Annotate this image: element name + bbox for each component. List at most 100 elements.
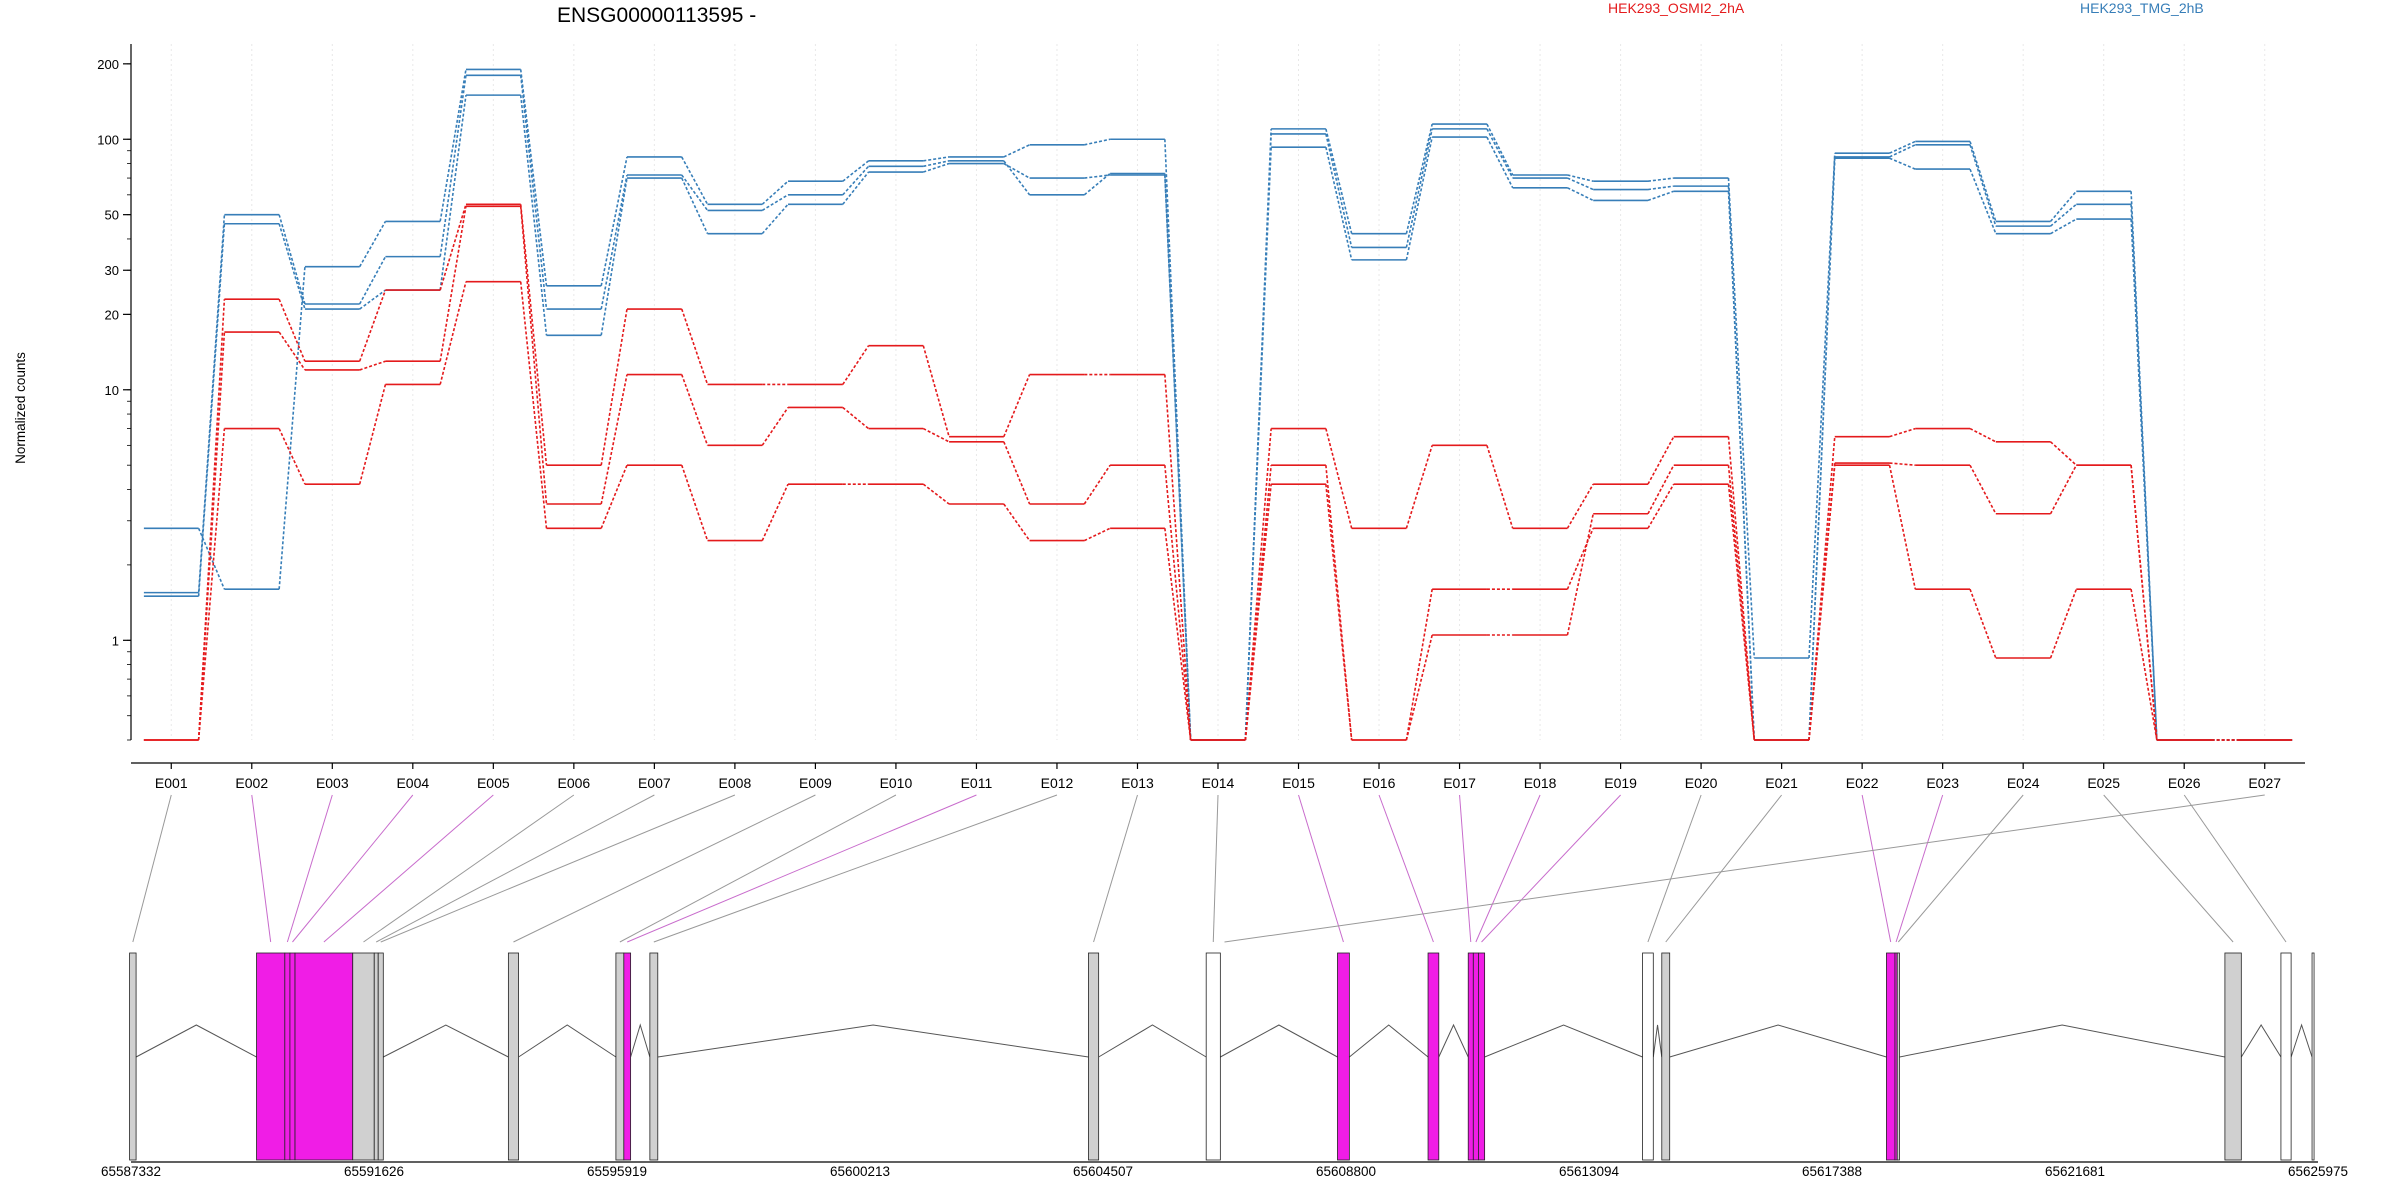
y-tick-label-100: 100 [97, 132, 119, 147]
connector-E008 [380, 794, 736, 943]
gridlines [170, 44, 2266, 740]
x-tick-label-E013: E013 [1121, 775, 1154, 791]
x-tick-label-E021: E021 [1765, 775, 1798, 791]
legend-entry-osmi2: HEK293_OSMI2_2hA [1608, 0, 1745, 16]
intron-E014 [1220, 1024, 1338, 1058]
x-tick-label-E007: E007 [638, 775, 671, 791]
series-3-link [1405, 136, 1433, 261]
series-1-link [1969, 141, 1997, 222]
series-1-link [842, 160, 870, 182]
series-6-link [1969, 588, 1997, 659]
series-3-link [278, 223, 306, 310]
series-3-link [1486, 136, 1514, 189]
exon-box-E026 [2280, 952, 2292, 1161]
series-5-link [359, 360, 386, 371]
series-6-link [1325, 484, 1353, 741]
x-tick-label-E001: E001 [155, 775, 188, 791]
exon-box-E013 [1088, 952, 1100, 1161]
series-2-link [439, 75, 467, 257]
series-1-link [2130, 191, 2158, 741]
series-2-link [519, 75, 548, 310]
series-1-link [600, 156, 628, 286]
exon-box-E007 [373, 952, 379, 1161]
connector-E016 [1378, 794, 1434, 943]
series-5-link [278, 331, 306, 371]
series-1-link [1084, 138, 1111, 146]
series-6-link [1244, 484, 1272, 741]
connector-E006 [363, 794, 575, 943]
series-3-link [1567, 187, 1594, 202]
connector-E001 [132, 794, 172, 943]
series-6-link [1566, 527, 1594, 590]
series-6-link [761, 483, 789, 541]
intron-E025 [2240, 1024, 2282, 1058]
series-1-link [1003, 144, 1030, 158]
series-4-link [1486, 445, 1514, 529]
series-4-link [278, 298, 306, 362]
x-tick-label-E009: E009 [799, 775, 832, 791]
x-tick-label-E023: E023 [1926, 775, 1959, 791]
connector-E022 [1861, 794, 1892, 943]
y-tick-label-50: 50 [105, 208, 119, 223]
x-tick-label-E025: E025 [2087, 775, 2120, 791]
connector-E027 [1224, 794, 2265, 943]
exon-box-E010 [615, 952, 625, 1161]
x-tick-label-E008: E008 [719, 775, 752, 791]
connector-E013 [1093, 794, 1138, 943]
y-tick-label-1: 1 [112, 633, 119, 648]
y-axis: 1 10 20 30 50 100 200 [97, 44, 132, 741]
x-tick-label-E017: E017 [1443, 775, 1476, 791]
x-tick-label-E020: E020 [1685, 775, 1718, 791]
connector-E002 [251, 794, 272, 943]
connector-E015 [1298, 794, 1344, 943]
connector-E004 [292, 794, 414, 943]
series-1-link [519, 69, 548, 286]
connector-E018 [1475, 794, 1541, 943]
connector-E003 [286, 794, 333, 943]
series-6-link [197, 428, 226, 741]
series-4-link [1727, 436, 1756, 741]
series-1-link [2049, 190, 2077, 222]
series-3-link [439, 95, 467, 291]
series-6-link [278, 428, 306, 485]
series-1-link [1486, 123, 1514, 176]
intron-E009 [518, 1024, 617, 1058]
y-tick-label-30: 30 [105, 263, 119, 278]
intron-E024 [1899, 1024, 2225, 1058]
series-6-link [600, 464, 628, 529]
exon-box-E027 [2311, 952, 2315, 1161]
x-tick-label-E026: E026 [2168, 775, 2201, 791]
series-4-link [922, 345, 950, 437]
series-3-link [197, 223, 226, 597]
series-4-link [1325, 428, 1353, 529]
series-3-link [359, 289, 386, 310]
exon-box-E018 [1472, 952, 1479, 1161]
intron-E019 [1484, 1024, 1643, 1058]
series-2-link [761, 194, 789, 212]
x-tick-label-E002: E002 [235, 775, 268, 791]
series-2-link [923, 160, 950, 168]
x-tick-label-E004: E004 [396, 775, 429, 791]
series-4-link [680, 308, 709, 385]
y-tick-label-200: 200 [97, 57, 119, 72]
series-6-link [358, 384, 387, 485]
series-6-link [680, 464, 709, 541]
x-tick-label-E010: E010 [880, 775, 913, 791]
series-3-link [1727, 191, 1756, 741]
series-2-link [358, 256, 387, 305]
exon-box-E002 [256, 952, 286, 1161]
series-5-link [1647, 464, 1675, 515]
connector-E005 [323, 794, 494, 943]
series-2-link [1325, 133, 1353, 248]
x-tick-label-E022: E022 [1846, 775, 1879, 791]
series-1-link [439, 69, 467, 222]
genomic-axis: 65587332 65591626 65595919 65600213 65604507… [101, 1161, 2348, 1179]
x-tick-label-E014: E014 [1202, 775, 1235, 791]
connector-E012 [653, 794, 1058, 943]
series-2-link [1083, 172, 1111, 196]
intron-E013 [1098, 1024, 1207, 1058]
series-4-link [1647, 436, 1675, 485]
series-5-link [1405, 634, 1433, 741]
intron-E015 [1349, 1024, 1429, 1058]
series-6-link [2049, 588, 2078, 659]
